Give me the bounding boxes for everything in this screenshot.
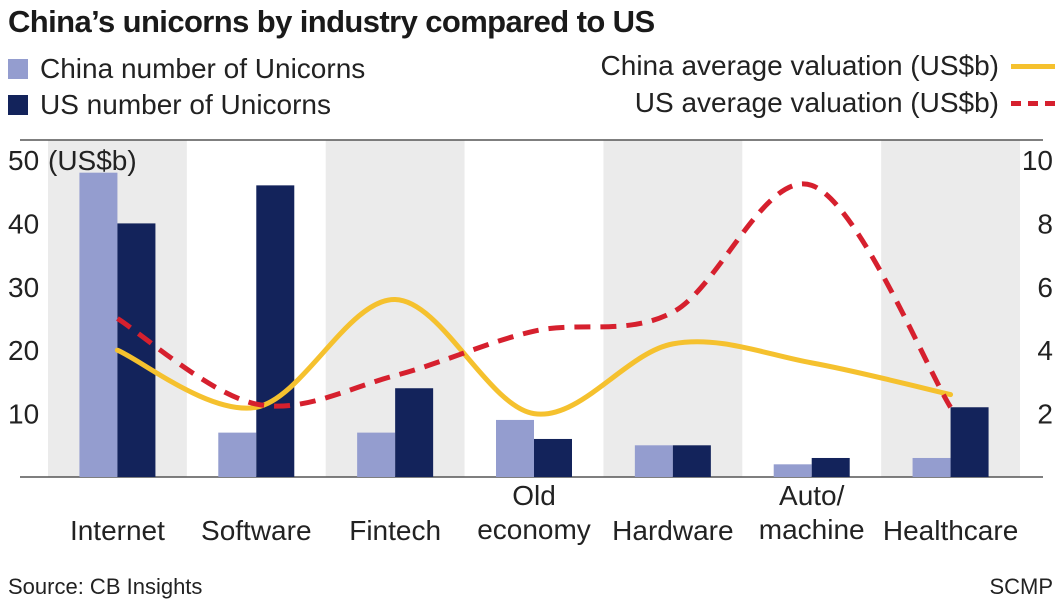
credit-note: SCMP: [989, 574, 1053, 599]
right-tick-label: 6: [1037, 272, 1053, 303]
us-count-bar: [672, 445, 711, 477]
left-tick-label: 20: [8, 335, 39, 366]
left-tick-label: 40: [8, 208, 39, 239]
us-count-bar: [950, 407, 989, 477]
legend-us-count-label: US number of Unicorns: [40, 89, 332, 120]
chart-title: China’s unicorns by industry compared to…: [8, 4, 655, 39]
us-valuation-swatch: [1011, 100, 1055, 106]
china-valuation-swatch: [1011, 63, 1055, 69]
right-tick-label: 4: [1037, 335, 1053, 366]
category-label: Hardware: [612, 515, 733, 546]
china-count-bar: [218, 432, 257, 477]
right-tick-label: 10: [1022, 145, 1053, 176]
legend-china-valuation-label: China average valuation (US$b): [600, 50, 999, 81]
us-count-swatch: [8, 95, 28, 115]
category-label: Old economy: [477, 480, 591, 545]
category-label: Healthcare: [883, 515, 1018, 546]
us-count-bar: [117, 223, 156, 477]
category-label: Software: [201, 515, 312, 546]
china-count-bar: [773, 464, 812, 477]
left-tick-label: 50: [8, 145, 39, 176]
source-note: Source: CB Insights: [8, 574, 203, 599]
category-label: Internet: [70, 515, 165, 546]
right-tick-label: 8: [1037, 208, 1053, 239]
right-tick-label: 2: [1037, 399, 1053, 430]
left-tick-label: 10: [8, 399, 39, 430]
legend-us-count: US number of Unicorns: [8, 89, 331, 121]
us-count-bar: [256, 185, 295, 478]
legend-us-valuation-label: US average valuation (US$b): [634, 87, 999, 118]
us-valuation-line: [116, 181, 953, 409]
left-tick-label: 30: [8, 272, 39, 303]
china-count-bar: [496, 419, 534, 477]
us-count-bar: [811, 457, 850, 477]
legend-china-valuation: China average valuation (US$b): [601, 50, 1055, 82]
category-band: [603, 140, 743, 477]
us-count-bar: [534, 438, 572, 477]
china-valuation-line: [114, 296, 954, 417]
us-count-bar: [395, 388, 434, 477]
china-count-bar: [634, 445, 673, 477]
china-count-bar: [357, 432, 396, 477]
category-label: Auto/machine: [759, 480, 865, 545]
china-count-swatch: [8, 59, 28, 79]
china-count-bar: [912, 457, 951, 477]
legend-us-valuation: US average valuation (US$b): [635, 87, 1055, 119]
category-label: Fintech: [349, 515, 441, 546]
legend-china-count-label: China number of Unicorns: [40, 53, 366, 84]
china-count-bar: [79, 172, 118, 477]
left-axis-unit: (US$b): [48, 145, 137, 176]
legend-china-count: China number of Unicorns: [8, 53, 365, 85]
